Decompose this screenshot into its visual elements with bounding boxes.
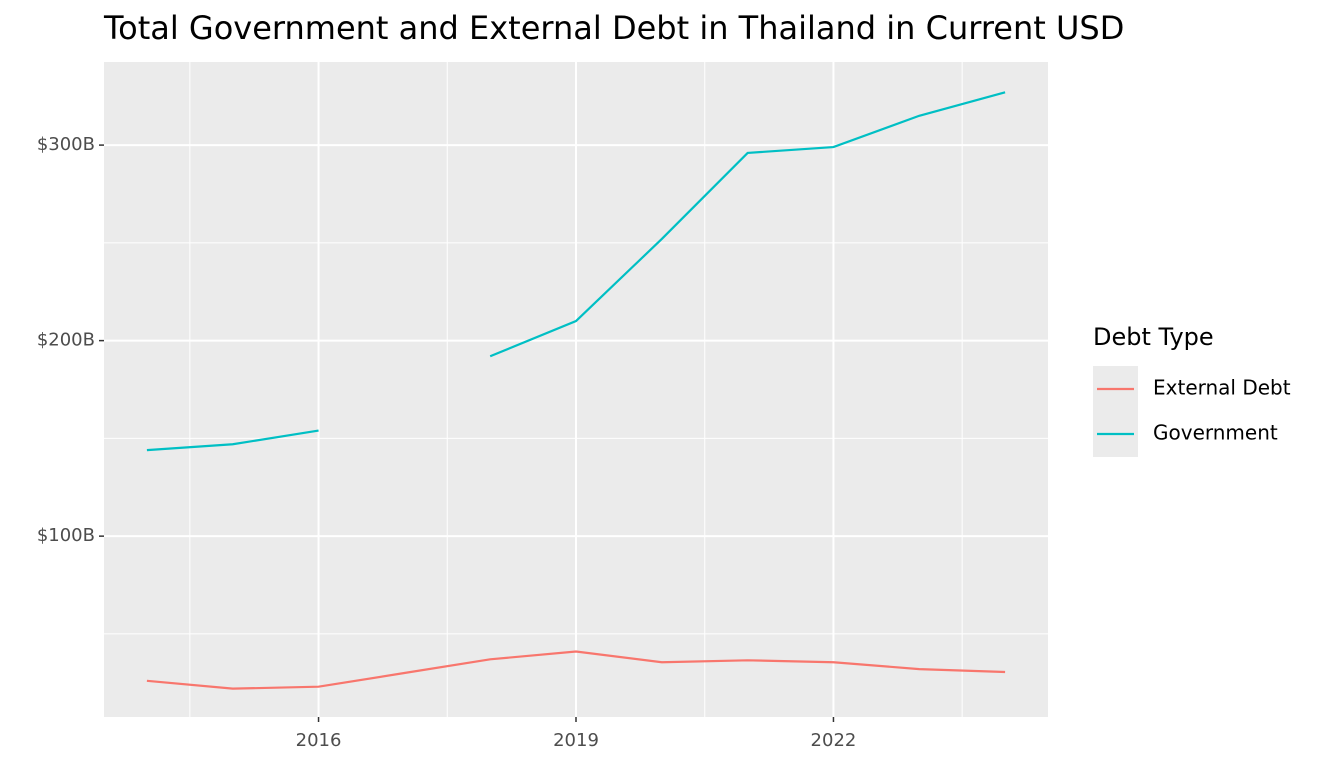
x-tick-label: 2019: [553, 730, 599, 751]
legend-label: External Debt: [1153, 376, 1291, 400]
legend-key-background: [1093, 366, 1138, 457]
x-tick-label: 2022: [811, 730, 857, 751]
y-tick-label: $200B: [37, 330, 95, 351]
x-tick-label: 2016: [296, 730, 342, 751]
series-line: [146, 429, 319, 452]
series-line: [146, 650, 1006, 690]
legend-label: Government: [1153, 421, 1278, 445]
y-tick-label: $100B: [37, 525, 95, 546]
legend-title: Debt Type: [1093, 323, 1214, 351]
chart-title: Total Government and External Debt in Th…: [103, 9, 1124, 47]
y-tick-label: $300B: [37, 134, 95, 155]
series-line: [489, 91, 1006, 358]
